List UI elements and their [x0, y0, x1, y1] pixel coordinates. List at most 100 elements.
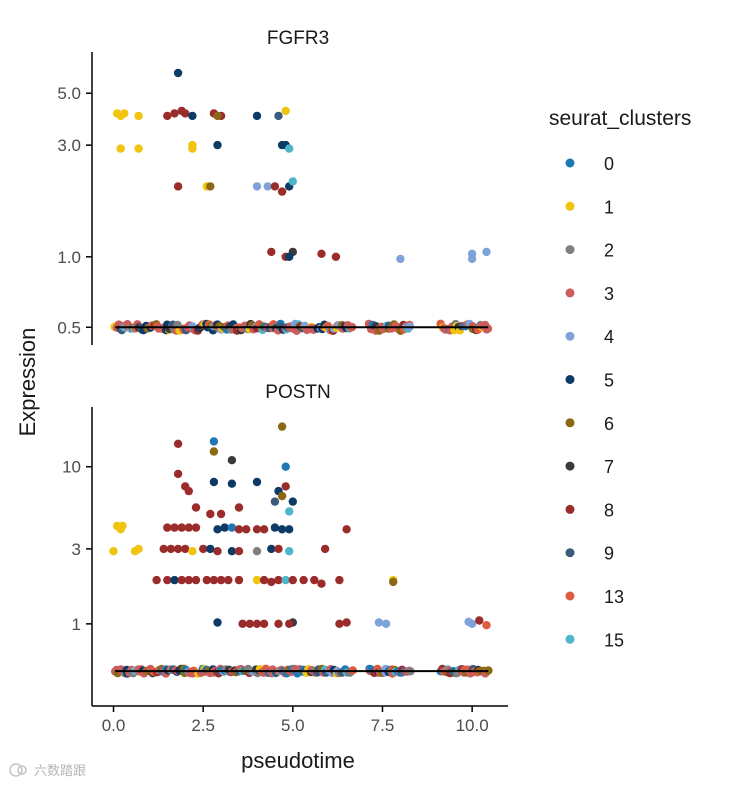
postn-point: [209, 437, 219, 446]
x-ticks: 0.0 2.5 5.0 7.5 10.0: [102, 706, 489, 735]
postn-point: [277, 422, 287, 431]
postn-point: [177, 575, 186, 585]
postn-y-tick-label: 1: [72, 615, 81, 634]
legend-key-4: [565, 331, 575, 341]
postn-baseline-point: [484, 666, 493, 675]
postn-point: [317, 579, 326, 588]
fgfr3-point: [173, 182, 183, 191]
postn-point: [216, 575, 226, 585]
fgfr3-point: [288, 177, 297, 186]
postn-point: [177, 523, 186, 532]
postn-point: [134, 544, 143, 554]
postn-point: [213, 525, 222, 534]
postn-point: [188, 547, 197, 556]
postn-point: [310, 575, 319, 585]
postn-point: [202, 575, 211, 585]
postn-point: [277, 491, 287, 501]
postn-point: [191, 523, 201, 532]
watermark-logo-icon: [9, 763, 23, 777]
legend-key-3: [565, 288, 575, 298]
postn-point: [267, 544, 276, 554]
x-tick-label: 2.5: [191, 716, 215, 735]
x-tick-label: 0.0: [102, 716, 126, 735]
postn-point: [206, 509, 215, 519]
fgfr3-points-layer: [110, 68, 493, 335]
legend-label-8: 8: [604, 500, 614, 520]
legend-key-6: [565, 418, 575, 428]
fgfr3-point: [188, 111, 197, 121]
fgfr3-y-tick-label: 3.0: [57, 136, 81, 155]
postn-point: [281, 482, 290, 491]
postn-point: [252, 477, 262, 487]
postn-point: [285, 525, 294, 534]
postn-point: [209, 477, 219, 487]
fgfr3-point: [188, 144, 197, 153]
postn-point: [252, 525, 262, 534]
postn-point: [206, 544, 215, 554]
postn-point: [259, 525, 269, 534]
fgfr3-point: [467, 254, 477, 264]
fgfr3-panel-title: FGFR3: [267, 28, 329, 49]
fgfr3-point: [163, 111, 172, 121]
legend-label-15: 15: [604, 630, 624, 650]
postn-points-layer: [109, 422, 493, 678]
postn-point: [281, 575, 290, 585]
postn-point: [213, 547, 222, 556]
postn-point: [173, 544, 183, 554]
postn-point: [163, 523, 172, 532]
postn-point: [242, 525, 251, 534]
postn-point: [270, 523, 280, 532]
fgfr3-point: [181, 109, 190, 118]
fgfr3-point: [274, 111, 283, 121]
postn-point: [173, 469, 183, 479]
postn-point: [163, 575, 172, 585]
postn-point: [335, 619, 344, 628]
postn-point: [209, 447, 219, 456]
postn-point: [191, 503, 201, 512]
postn-point: [170, 523, 179, 532]
postn-point: [234, 575, 244, 585]
fgfr3-point: [281, 106, 290, 116]
legend-key-2: [565, 245, 575, 255]
fgfr3-point: [173, 68, 183, 78]
postn-point: [475, 616, 484, 625]
fgfr3-point: [317, 249, 326, 258]
legend-key-15: [565, 634, 575, 644]
fgfr3-point: [277, 187, 287, 196]
fgfr3-point: [213, 111, 222, 121]
postn-point: [173, 439, 183, 448]
legend-label-0: 0: [604, 154, 614, 174]
postn-point: [281, 462, 290, 471]
postn-point: [270, 497, 280, 506]
legend-label-6: 6: [604, 414, 614, 434]
fgfr3-point: [285, 252, 294, 261]
fgfr3-point: [270, 182, 280, 191]
postn-point: [381, 619, 391, 628]
postn-point: [184, 523, 193, 532]
postn-point: [199, 544, 208, 554]
fgfr3-point: [213, 140, 222, 150]
legend-label-4: 4: [604, 327, 614, 347]
fgfr3-point: [263, 182, 272, 191]
postn-point: [213, 618, 222, 627]
legend-key-1: [565, 201, 575, 211]
postn-panel-title: POSTN: [265, 382, 330, 403]
x-tick-label: 5.0: [281, 716, 305, 735]
postn-y-tick-label: 10: [62, 458, 81, 477]
legend-key-13: [565, 591, 575, 601]
fgfr3-y-tick-label: 5.0: [57, 84, 81, 103]
fgfr3-point: [285, 144, 294, 153]
legend: 0 1 2 3 4 5 6 7 8 9 13 15: [565, 154, 624, 650]
legend-label-3: 3: [604, 284, 614, 304]
legend-key-0: [565, 158, 575, 168]
postn-point: [285, 547, 294, 556]
postn-point: [184, 486, 193, 496]
postn-point: [216, 509, 226, 519]
legend-label-1: 1: [604, 197, 614, 217]
postn-y-tick-label: 3: [72, 540, 81, 559]
postn-point: [209, 575, 219, 585]
postn-point: [109, 547, 118, 556]
postn-point: [252, 547, 262, 556]
